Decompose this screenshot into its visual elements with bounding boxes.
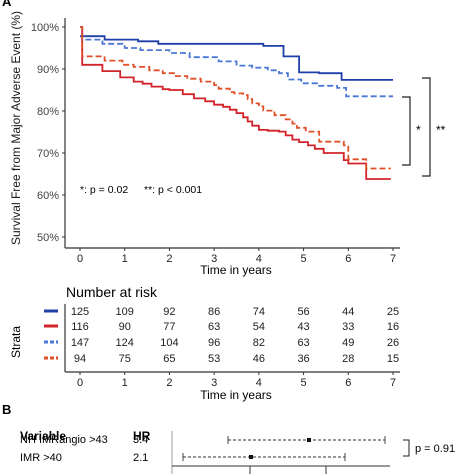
panel-b-letter: B bbox=[2, 402, 11, 417]
risk-cell: 75 bbox=[119, 353, 131, 365]
km-y-tick-labels: 50% 60% 70% 80% 90% 100% bbox=[31, 22, 59, 244]
risk-x-tick-label: 6 bbox=[345, 377, 351, 389]
km-series-line-1 bbox=[80, 35, 393, 81]
forest-p-bracket bbox=[403, 439, 410, 457]
forest-point bbox=[307, 438, 311, 442]
risk-cell: 147 bbox=[71, 337, 89, 349]
risk-cell: 63 bbox=[208, 321, 220, 333]
risk-xlabel: Time in years bbox=[200, 388, 272, 402]
panel-a: A Survival Free from Major Adverse Event… bbox=[2, 0, 446, 277]
km-series-line-3 bbox=[80, 26, 393, 98]
km-x-tick-label: 2 bbox=[166, 253, 172, 265]
risk-cell: 53 bbox=[208, 353, 220, 365]
km-x-tick-labels: 0 1 2 3 4 5 6 7 bbox=[77, 253, 396, 265]
risk-x-tick-label: 7 bbox=[390, 377, 396, 389]
risk-strata-keys bbox=[44, 309, 58, 360]
bracket-inner-label: * bbox=[416, 123, 421, 137]
km-x-tick-label: 1 bbox=[122, 253, 128, 265]
risk-cell: 26 bbox=[387, 337, 399, 349]
risk-table-cells: 125 109 92 86 74 56 44 25 116 90 77 63 54 43 33 16 147 12… bbox=[71, 306, 399, 365]
km-series-group bbox=[80, 26, 393, 180]
risk-x-tick-label: 4 bbox=[256, 377, 262, 389]
risk-cell: 125 bbox=[71, 306, 89, 318]
risk-cell: 65 bbox=[163, 353, 175, 365]
risk-cell: 25 bbox=[387, 306, 399, 318]
risk-cell: 77 bbox=[163, 321, 175, 333]
risk-cell: 96 bbox=[208, 337, 220, 349]
risk-x-tick-label: 3 bbox=[211, 377, 217, 389]
risk-cell: 82 bbox=[253, 337, 265, 349]
km-y-tick-label: 60% bbox=[37, 190, 59, 202]
forest-row-hr: 3.4 bbox=[133, 434, 148, 446]
risk-cell: 124 bbox=[116, 337, 134, 349]
km-xlabel: Time in years bbox=[200, 263, 272, 277]
bracket-outer-label: ** bbox=[436, 123, 446, 137]
km-y-tick-label: 90% bbox=[37, 64, 59, 76]
risk-cell: 94 bbox=[74, 353, 86, 365]
forest-p-value: p = 0.91 bbox=[415, 443, 455, 455]
km-y-tick-label: 50% bbox=[37, 232, 59, 244]
risk-cell: 33 bbox=[342, 321, 354, 333]
col-variable-header: Variable bbox=[20, 429, 66, 443]
risk-x-tick-label: 5 bbox=[301, 377, 307, 389]
forest-point bbox=[249, 455, 253, 459]
risk-cell: 46 bbox=[253, 353, 265, 365]
risk-table: Number at risk Strata 125 109 92 86 74 56 44 25… bbox=[9, 284, 400, 402]
risk-cell: 15 bbox=[387, 353, 399, 365]
km-x-tick-label: 6 bbox=[345, 253, 351, 265]
risk-cell: 63 bbox=[297, 337, 309, 349]
km-y-tick-label: 70% bbox=[37, 148, 59, 160]
risk-x-tick-label: 2 bbox=[166, 377, 172, 389]
risk-cell: 86 bbox=[208, 306, 220, 318]
risk-cell: 16 bbox=[387, 321, 399, 333]
km-x-tick-label: 7 bbox=[390, 253, 396, 265]
bracket-outer bbox=[422, 77, 431, 177]
significance-note-1: *: p = 0.02 bbox=[80, 184, 128, 196]
forest-row-variable: NH IMRangio >43 bbox=[20, 434, 108, 446]
km-y-tick-label: 80% bbox=[37, 106, 59, 118]
risk-cell: 43 bbox=[297, 321, 309, 333]
strata-label: Strata bbox=[9, 326, 23, 358]
risk-x-tick-label: 0 bbox=[77, 377, 83, 389]
km-x-tick-label: 3 bbox=[211, 253, 217, 265]
risk-x-tick-labels: 0 1 2 3 4 5 6 7 bbox=[77, 377, 396, 389]
risk-cell: 28 bbox=[342, 353, 354, 365]
risk-cell: 54 bbox=[253, 321, 265, 333]
risk-cell: 109 bbox=[116, 306, 134, 318]
risk-cell: 116 bbox=[71, 321, 89, 333]
risk-cell: 104 bbox=[160, 337, 178, 349]
km-series-line-2 bbox=[80, 26, 391, 180]
km-x-tick-label: 0 bbox=[77, 253, 83, 265]
km-x-tick-label: 5 bbox=[301, 253, 307, 265]
risk-cell: 44 bbox=[342, 306, 354, 318]
risk-cell: 90 bbox=[119, 321, 131, 333]
km-y-tick-label: 100% bbox=[31, 22, 59, 34]
km-ylabel: Survival Free from Major Adverse Event (… bbox=[9, 11, 23, 245]
risk-cell: 36 bbox=[297, 353, 309, 365]
risk-table-axes bbox=[64, 304, 400, 375]
forest-row-variable: IMR >40 bbox=[20, 452, 62, 464]
km-x-tick-label: 4 bbox=[256, 253, 262, 265]
risk-x-tick-label: 1 bbox=[122, 377, 128, 389]
col-hr-header: HR bbox=[133, 429, 151, 443]
risk-cell: 49 bbox=[342, 337, 354, 349]
bracket-inner bbox=[402, 96, 411, 166]
panel-b: B Variable HR NH IMRangio >43 IMR >40 3.… bbox=[2, 402, 455, 474]
risk-cell: 92 bbox=[163, 306, 175, 318]
panel-a-letter: A bbox=[2, 0, 12, 9]
km-series-line-4 bbox=[80, 26, 391, 170]
risk-cell: 74 bbox=[253, 306, 265, 318]
forest-row-hr: 2.1 bbox=[133, 452, 148, 464]
significance-note-2: **: p < 0.001 bbox=[144, 184, 202, 196]
risk-cell: 56 bbox=[297, 306, 309, 318]
risk-table-title: Number at risk bbox=[66, 284, 158, 300]
km-axes bbox=[62, 18, 400, 251]
